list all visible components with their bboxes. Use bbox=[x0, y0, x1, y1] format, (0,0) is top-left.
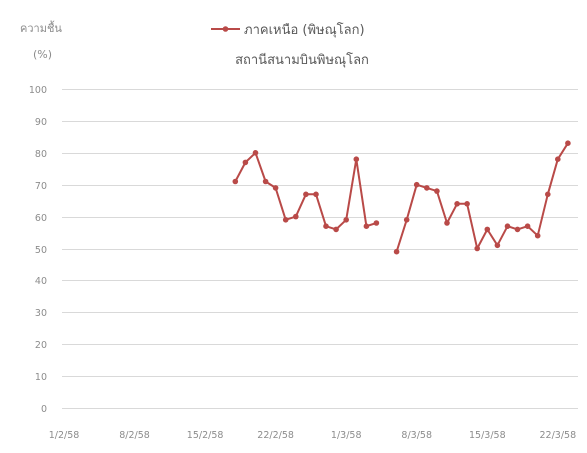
legend-marker bbox=[222, 26, 229, 32]
data-point bbox=[333, 226, 339, 233]
data-point bbox=[565, 140, 571, 146]
y-axis-title: ความชื้น bbox=[20, 20, 62, 35]
data-point bbox=[323, 223, 329, 229]
gridlines bbox=[62, 89, 578, 409]
y-axis-ticks: 0 10 20 30 40 50 60 70 80 90 100 bbox=[29, 85, 47, 415]
data-point bbox=[555, 156, 561, 162]
data-point bbox=[282, 217, 289, 223]
y-tick-label: 70 bbox=[35, 181, 47, 192]
data-point bbox=[545, 191, 551, 198]
data-point bbox=[534, 232, 541, 239]
data-point bbox=[303, 191, 309, 198]
data-point bbox=[494, 242, 501, 249]
x-tick-label: 22/2/58 bbox=[257, 430, 294, 441]
y-tick-label: 90 bbox=[35, 117, 47, 128]
y-tick-label: 0 bbox=[41, 404, 47, 415]
x-tick-label: 8/2/58 bbox=[119, 430, 150, 441]
legend: ภาคเหนือ (พิษณุโลก) bbox=[211, 22, 365, 38]
y-axis-unit: (%) bbox=[33, 48, 52, 61]
data-point bbox=[413, 181, 420, 188]
data-point bbox=[464, 201, 470, 207]
data-point bbox=[524, 223, 531, 229]
data-point bbox=[343, 217, 350, 223]
data-point bbox=[504, 223, 511, 229]
data-point bbox=[403, 217, 410, 223]
data-point bbox=[393, 248, 400, 255]
data-point bbox=[262, 178, 269, 185]
data-point bbox=[434, 188, 440, 194]
data-point bbox=[474, 245, 481, 252]
y-tick-label: 60 bbox=[35, 213, 47, 224]
x-axis-ticks: 1/2/58 8/2/58 15/2/58 22/2/58 1/3/58 8/3/58 15… bbox=[49, 430, 576, 441]
data-point bbox=[363, 223, 370, 229]
data-point bbox=[424, 185, 430, 191]
data-point bbox=[373, 220, 380, 226]
y-tick-label: 100 bbox=[29, 85, 47, 96]
x-tick-label: 8/3/58 bbox=[401, 430, 432, 441]
data-point bbox=[454, 201, 460, 207]
x-tick-label: 15/2/58 bbox=[187, 430, 224, 441]
y-tick-label: 80 bbox=[35, 149, 47, 160]
y-tick-label: 40 bbox=[35, 276, 47, 287]
data-point bbox=[313, 191, 319, 198]
data-point bbox=[272, 185, 279, 191]
data-point bbox=[514, 226, 521, 233]
legend-label: ภาคเหนือ (พิษณุโลก) bbox=[244, 22, 365, 38]
data-point bbox=[232, 178, 239, 185]
data-point bbox=[353, 156, 360, 162]
x-tick-label: 22/3/58 bbox=[539, 430, 576, 441]
data-point bbox=[444, 220, 450, 226]
data-point bbox=[242, 159, 249, 166]
y-tick-label: 30 bbox=[35, 308, 47, 319]
series-line bbox=[395, 142, 569, 253]
chart-subtitle: สถานีสนามบินพิษณุโลก bbox=[235, 52, 369, 68]
y-tick-label: 50 bbox=[35, 245, 47, 256]
x-tick-label: 1/3/58 bbox=[331, 430, 362, 441]
data-point bbox=[484, 226, 491, 233]
data-point bbox=[252, 150, 259, 156]
x-tick-label: 15/3/58 bbox=[469, 430, 506, 441]
data-point bbox=[293, 213, 299, 220]
x-tick-label: 1/2/58 bbox=[49, 430, 80, 441]
series bbox=[232, 140, 571, 255]
y-tick-label: 10 bbox=[35, 372, 47, 383]
y-tick-label: 20 bbox=[35, 340, 47, 351]
